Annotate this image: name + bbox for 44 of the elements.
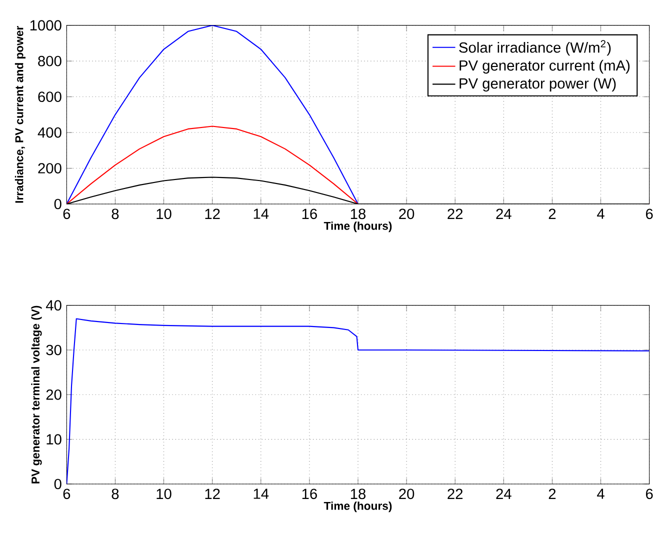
- x-tick-label: 6: [646, 488, 653, 500]
- x-tick-label: 12: [205, 208, 220, 219]
- y-axis-title: PV generator terminal voltage (V): [31, 306, 42, 484]
- x-tick-label: 22: [448, 208, 463, 219]
- x-tick-label: 10: [156, 208, 172, 220]
- x-tick-label: 20: [399, 208, 414, 220]
- x-tick-label: 2: [548, 208, 556, 219]
- x-tick-label: 20: [399, 488, 414, 500]
- x-tick-label: 14: [254, 208, 269, 219]
- x-tick-label: 24: [496, 488, 512, 499]
- x-tick-label: 8: [112, 208, 119, 220]
- y-tick-label: 30: [46, 344, 62, 356]
- x-tick-label: 14: [254, 488, 269, 499]
- y-tick-label: 0: [54, 198, 62, 210]
- y-axis-title: Irradiance, PV current and power: [14, 26, 26, 203]
- y-tick-label: 40: [46, 300, 62, 311]
- legend-label: Solar irradiance (W/m$^{2}$): [459, 40, 611, 56]
- y-tick-label: 1000: [30, 20, 62, 31]
- x-tick-label: 24: [496, 208, 512, 219]
- legend-label: PV generator power (W): [460, 78, 616, 92]
- y-tick-label: 20: [46, 389, 62, 400]
- y-tick-label: 10: [46, 434, 62, 445]
- x-tick-label: 16: [302, 488, 317, 500]
- x-tick-label: 16: [302, 208, 317, 220]
- x-tick-label: 18: [350, 488, 366, 500]
- x-tick-label: 22: [448, 488, 463, 499]
- legend-label: PV generator current (mA): [460, 60, 630, 74]
- x-axis-title: Time (hours): [324, 222, 392, 232]
- x-tick-label: 10: [156, 488, 172, 500]
- x-tick-label: 18: [350, 208, 366, 220]
- y-tick-label: 600: [38, 92, 62, 102]
- x-tick-label: 8: [112, 488, 119, 500]
- x-tick-label: 2: [548, 488, 556, 499]
- x-tick-label: 6: [646, 208, 653, 220]
- y-tick-label: 400: [38, 127, 62, 138]
- y-tick-label: 200: [38, 163, 62, 174]
- x-tick-label: 12: [205, 488, 220, 499]
- x-tick-label: 6: [63, 488, 70, 500]
- x-tick-label: 4: [597, 208, 604, 219]
- y-tick-label: 800: [38, 56, 62, 66]
- y-tick-label: 0: [54, 478, 62, 490]
- x-tick-label: 6: [63, 208, 70, 220]
- x-tick-label: 4: [597, 488, 604, 499]
- x-axis-title: Time (hours): [324, 502, 392, 512]
